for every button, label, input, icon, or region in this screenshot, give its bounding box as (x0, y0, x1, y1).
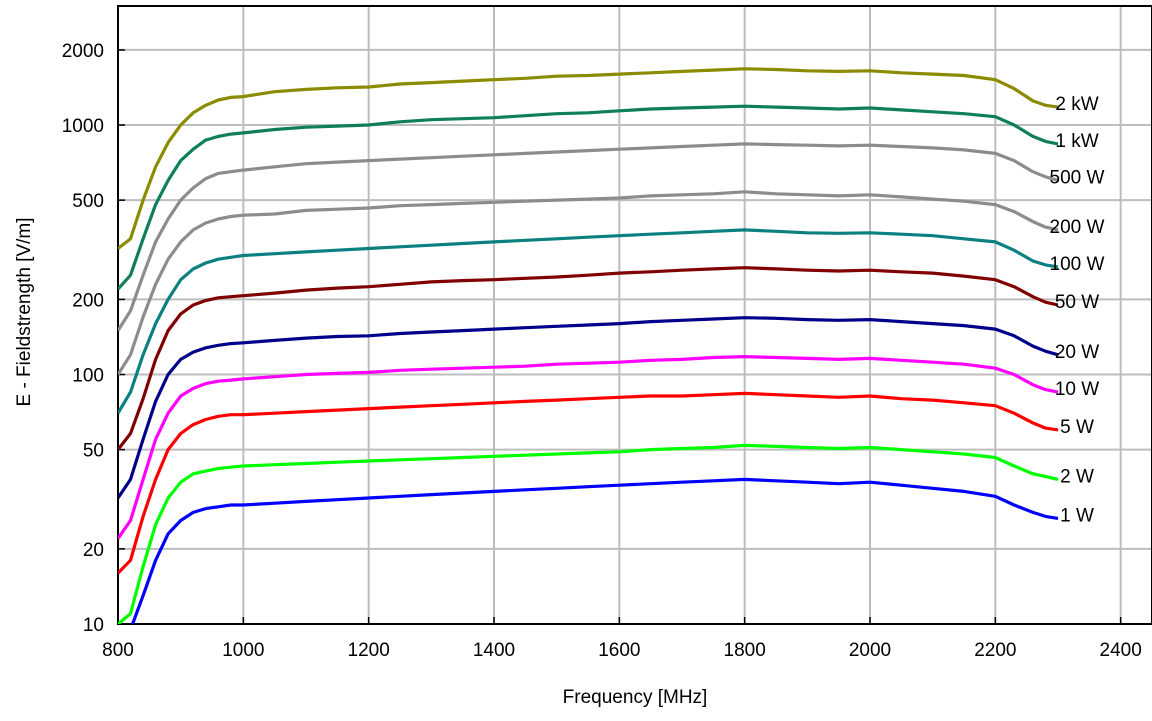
series-label: 10 W (1055, 379, 1099, 400)
series-label: 2 W (1060, 466, 1094, 487)
series-label: 5 W (1060, 417, 1094, 438)
series-line (118, 266, 1059, 451)
tick-labels: 800 1000 1200 1400 1600 1800 2000 2200 2400 10 20 5… (62, 41, 1142, 661)
x-tick-label: 2200 (974, 640, 1016, 661)
series-labels: 2 kW 1 kW 500 W 200 W 100 W 50 W 20 W 10 W 5 W 2 … (1050, 94, 1105, 526)
y-tick-label: 1000 (62, 116, 104, 137)
y-tick-label: 100 (72, 366, 104, 387)
y-tick-label: 200 (72, 290, 104, 311)
y-tick-label: 2000 (62, 41, 104, 62)
x-tick-label: 1000 (222, 640, 264, 661)
series-line (130, 477, 1059, 624)
x-tick-label: 800 (102, 640, 134, 661)
series-label: 200 W (1050, 217, 1105, 238)
y-tick-label: 10 (83, 615, 104, 636)
x-tick-label: 2000 (849, 640, 891, 661)
x-tick-label: 1800 (724, 640, 766, 661)
x-tick-label: 1600 (598, 640, 640, 661)
y-tick-label: 500 (72, 191, 104, 212)
series-line (118, 190, 1059, 376)
plot-frame (117, 5, 1152, 625)
series-line (118, 391, 1059, 575)
series-layer (118, 67, 1059, 624)
y-tick-label: 50 (83, 441, 104, 462)
series-line (118, 355, 1059, 540)
series-label: 100 W (1050, 254, 1105, 275)
y-tick-label: 20 (83, 540, 104, 561)
series-line (118, 67, 1059, 250)
series-label: 1 kW (1055, 131, 1098, 152)
series-label: 500 W (1050, 167, 1105, 188)
series-label: 20 W (1055, 342, 1099, 363)
series-line (118, 104, 1059, 291)
x-tick-label: 2400 (1100, 640, 1142, 661)
x-tick-label: 1200 (348, 640, 390, 661)
x-tick-label: 1400 (473, 640, 515, 661)
series-line (118, 443, 1059, 624)
series-line (118, 228, 1059, 415)
y-axis-label: E - Fieldstrength [V/m] (14, 217, 35, 406)
series-line (118, 316, 1059, 499)
grid (117, 6, 1152, 625)
series-label: 1 W (1060, 505, 1094, 526)
series-label: 2 kW (1055, 94, 1098, 115)
x-axis-label: Frequency [MHz] (563, 687, 708, 708)
series-label: 50 W (1055, 292, 1099, 313)
series-line (118, 142, 1059, 332)
